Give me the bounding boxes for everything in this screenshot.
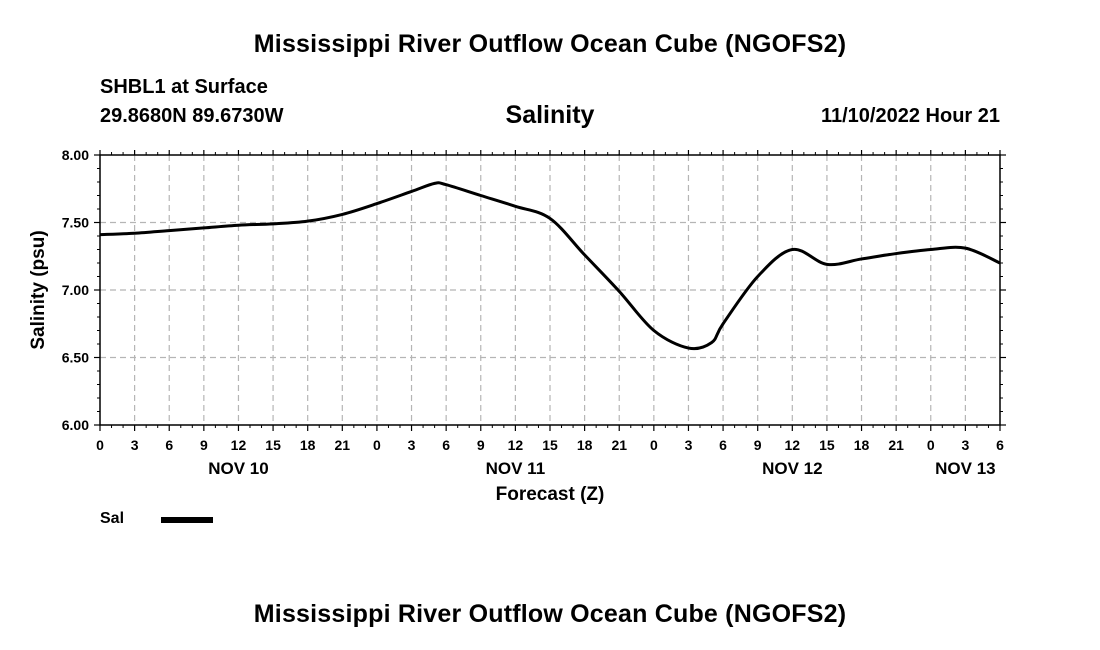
x-date-label: NOV 11 [486, 459, 546, 478]
coordinates-label: 29.8680N 89.6730W [100, 105, 284, 127]
data-point [99, 233, 101, 235]
x-tick-label: 18 [577, 437, 593, 453]
data-point [895, 252, 897, 254]
axis-ticks [94, 150, 1006, 431]
x-tick-label: 6 [996, 437, 1004, 453]
data-point [930, 248, 932, 250]
x-axis-label: Forecast (Z) [496, 484, 605, 505]
x-date-label: NOV 13 [935, 459, 995, 478]
x-date-label: NOV 10 [208, 459, 268, 478]
x-tick-label: 3 [961, 437, 969, 453]
x-tick-label: 9 [754, 437, 762, 453]
x-tick-label: 18 [854, 437, 870, 453]
chart-title: Mississippi River Outflow Ocean Cube (NG… [253, 30, 847, 58]
x-tick-label: 3 [408, 437, 416, 453]
data-point [306, 220, 308, 222]
data-point [203, 227, 205, 229]
x-tick-label: 6 [442, 437, 450, 453]
data-point [376, 202, 378, 204]
x-tick-label: 0 [650, 437, 658, 453]
data-point [618, 290, 620, 292]
y-axis-label: Salinity (psu) [28, 230, 49, 349]
x-tick-label: 6 [165, 437, 173, 453]
data-point [583, 254, 585, 256]
data-point [687, 347, 689, 349]
data-point [341, 213, 343, 215]
data-point [722, 323, 724, 325]
data-point [710, 341, 712, 343]
x-tick-label: 6 [719, 437, 727, 453]
x-tick-label: 9 [477, 437, 485, 453]
x-tick-label: 12 [785, 437, 801, 453]
data-point [410, 190, 412, 192]
footer-title: Mississippi River Outflow Ocean Cube (NG… [253, 600, 847, 628]
data-point [433, 182, 435, 184]
x-tick-label: 21 [335, 437, 351, 453]
data-point [445, 184, 447, 186]
y-tick-label: 7.50 [62, 215, 89, 231]
data-point [237, 224, 239, 226]
data-point [549, 217, 551, 219]
legend-line-swatch [161, 517, 213, 523]
data-point [514, 205, 516, 207]
station-label: SHBL1 at Surface [100, 76, 268, 98]
data-point [860, 258, 862, 260]
data-point [826, 263, 828, 265]
x-tick-label: 21 [888, 437, 904, 453]
data-point [480, 194, 482, 196]
x-tick-label: 15 [542, 437, 558, 453]
x-tick-label: 21 [611, 437, 627, 453]
x-date-label: NOV 12 [762, 459, 822, 478]
axis-labels: 0 3 6 9 12 15 18 21 0 3 6 9 12 15 18 21 0 3 6 9 12 15 18 21 0 3 6N… [62, 147, 1004, 478]
legend-label: Sal [100, 510, 125, 527]
data-point [133, 232, 135, 234]
x-tick-label: 18 [300, 437, 316, 453]
x-tick-label: 15 [265, 437, 281, 453]
x-tick-label: 9 [200, 437, 208, 453]
parameter-title: Salinity [505, 101, 595, 129]
data-point [653, 329, 655, 331]
x-tick-label: 0 [96, 437, 104, 453]
x-tick-label: 12 [508, 437, 524, 453]
y-tick-label: 8.00 [62, 147, 89, 163]
y-tick-label: 6.50 [62, 350, 89, 366]
salinity-series-line [99, 181, 1001, 351]
x-tick-label: 15 [819, 437, 835, 453]
grid [100, 155, 1000, 425]
data-point [791, 248, 793, 250]
x-tick-label: 0 [927, 437, 935, 453]
y-tick-label: 6.00 [62, 417, 89, 433]
data-point [999, 262, 1001, 264]
x-tick-label: 0 [373, 437, 381, 453]
data-point [168, 229, 170, 231]
data-point [272, 223, 274, 225]
data-point [964, 247, 966, 249]
datetime-label: 11/10/2022 Hour 21 [820, 105, 1000, 127]
data-point [756, 275, 758, 277]
x-tick-label: 12 [231, 437, 247, 453]
y-tick-label: 7.00 [62, 282, 89, 298]
x-tick-label: 3 [685, 437, 693, 453]
x-tick-label: 3 [131, 437, 139, 453]
